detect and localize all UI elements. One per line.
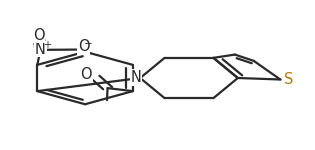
Text: +: +	[43, 40, 51, 50]
Text: O: O	[78, 39, 89, 54]
Text: N: N	[35, 42, 46, 57]
Text: −: −	[84, 39, 93, 50]
Text: O: O	[80, 67, 92, 82]
Text: S: S	[284, 72, 294, 87]
Text: O: O	[33, 28, 45, 43]
Text: N: N	[131, 70, 141, 85]
